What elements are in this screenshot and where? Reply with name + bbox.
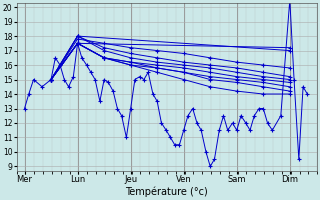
X-axis label: Température (°c): Température (°c) xyxy=(125,187,208,197)
